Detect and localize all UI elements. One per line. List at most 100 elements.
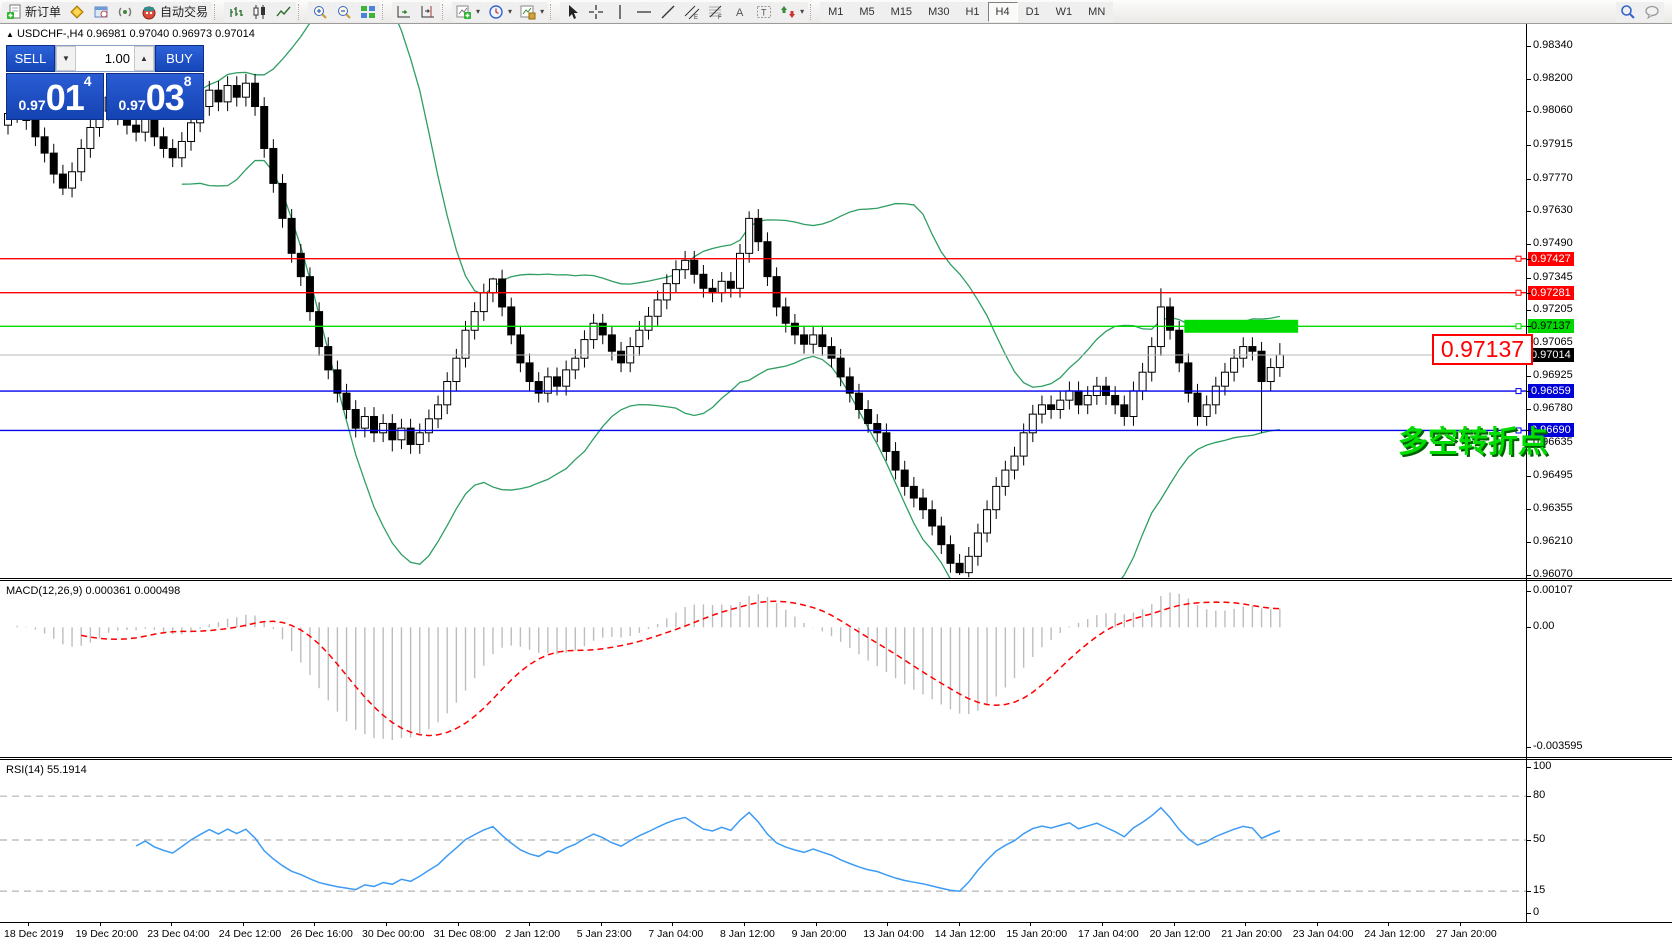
price-axis[interactable]: 0.98340 0.98200 0.98060 0.97915 0.97770 0.976… xyxy=(1527,24,1672,580)
zoom-out-button[interactable] xyxy=(332,1,357,22)
buy-button[interactable]: BUY xyxy=(155,45,204,72)
time-axis-label: 30 Dec 00:00 xyxy=(362,928,425,940)
zoom-in-button[interactable] xyxy=(308,1,333,22)
axis-tick-mark xyxy=(1527,78,1531,80)
axis-tick-label: 0.96635 xyxy=(1533,436,1573,449)
vline-tool-button[interactable] xyxy=(608,1,633,22)
rsi-indicator-label: RSI(14) 55.1914 xyxy=(6,764,87,776)
tab-timeframe-m5[interactable]: M5 xyxy=(851,1,883,22)
svg-text:A: A xyxy=(736,7,744,19)
signals-button[interactable] xyxy=(113,1,138,22)
chart-type-line-button[interactable] xyxy=(272,1,297,22)
axis-tick-label: 0.96495 xyxy=(1533,468,1573,481)
text-tool-button[interactable]: A xyxy=(728,1,753,22)
time-tick-mark xyxy=(744,923,745,926)
time-tick-mark xyxy=(386,923,387,926)
axis-tick-mark xyxy=(1527,591,1531,592)
tile-windows-icon xyxy=(361,5,376,18)
tab-timeframe-w1[interactable]: W1 xyxy=(1047,1,1081,22)
time-axis[interactable]: 18 Dec 2019 19 Dec 20:00 23 Dec 04:00 24 De… xyxy=(0,922,1672,944)
axis-tick-mark xyxy=(1527,111,1531,113)
periods-menu-button[interactable]: ▾ xyxy=(484,1,517,22)
zoom-out-icon xyxy=(338,5,351,19)
main-chart-canvas[interactable] xyxy=(0,24,1526,578)
buy-price-quote[interactable]: 0.97 03 8 xyxy=(106,73,204,120)
indicators-menu-button[interactable]: ▾ xyxy=(452,1,485,22)
volume-increase-button[interactable]: ▲ xyxy=(134,46,154,71)
tab-timeframe-h4[interactable]: H4 xyxy=(987,1,1018,22)
price-level-badge: 0.97427 xyxy=(1528,251,1574,266)
turning-point-annotation[interactable]: 多空转折点 xyxy=(1398,426,1548,459)
axis-tick-mark xyxy=(1527,45,1531,47)
label-tool-button[interactable]: T xyxy=(752,1,777,22)
tab-timeframe-m15[interactable]: M15 xyxy=(882,1,921,22)
sell-button[interactable]: SELL xyxy=(6,45,55,72)
pane-separator[interactable] xyxy=(0,757,1672,760)
navigator-button[interactable] xyxy=(89,1,114,22)
buy-price-small: 0.97 xyxy=(118,97,146,113)
rsi-pane-canvas[interactable] xyxy=(0,760,1526,922)
time-tick-mark xyxy=(1388,923,1390,926)
trendline-tool-button[interactable] xyxy=(656,1,681,22)
axis-tick-label: 0.00 xyxy=(1533,620,1555,633)
axis-tick-mark xyxy=(1527,891,1531,893)
symbol-label: USDCHF-,H4 xyxy=(16,28,84,40)
new-order-button[interactable]: 新订单 xyxy=(2,1,66,22)
toolbar-separator xyxy=(214,3,220,20)
search-icon xyxy=(1621,4,1635,19)
crosshair-tool-button[interactable] xyxy=(584,1,609,22)
cursor-tool-button[interactable] xyxy=(560,1,585,22)
tab-timeframe-d1[interactable]: D1 xyxy=(1017,1,1048,22)
axis-tick-mark xyxy=(1527,430,1531,432)
tab-timeframe-h1[interactable]: H1 xyxy=(957,1,988,22)
tab-timeframe-mn[interactable]: MN xyxy=(1080,1,1114,22)
time-axis-label: 23 Jan 04:00 xyxy=(1292,928,1354,940)
autotrading-button[interactable]: 自动交易 xyxy=(137,1,213,22)
search-button[interactable] xyxy=(1616,1,1640,22)
timeframe-group: M1 M5 M15 M30 H1 H4 D1 W1 MN xyxy=(820,1,1114,22)
toolbar-separator xyxy=(550,3,556,20)
axis-tick-label: 0.97490 xyxy=(1533,237,1573,249)
arrows-menu-button[interactable]: ▾ xyxy=(776,1,809,22)
autotrading-label: 自动交易 xyxy=(160,5,209,19)
periods-clock-icon xyxy=(489,4,503,19)
volume-input[interactable] xyxy=(76,46,134,71)
price-level-text-box[interactable]: 0.97137 xyxy=(1432,334,1533,365)
axis-tick-label: 0.96210 xyxy=(1533,535,1573,548)
buy-price-big: 03 xyxy=(145,77,185,118)
tab-timeframe-m30[interactable]: M30 xyxy=(920,1,958,22)
pane-separator[interactable] xyxy=(0,578,1672,581)
axis-tick-label: 0.98340 xyxy=(1533,38,1573,51)
channel-tool-button[interactable]: E xyxy=(680,1,705,22)
auto-scroll-button[interactable] xyxy=(392,1,417,22)
volume-decrease-button[interactable]: ▼ xyxy=(56,46,76,71)
time-axis-label: 13 Jan 04:00 xyxy=(863,928,924,940)
marketwatch-button[interactable] xyxy=(65,1,90,22)
axis-tick-mark xyxy=(1527,767,1531,768)
tile-windows-button[interactable] xyxy=(356,1,381,22)
sell-price-quote[interactable]: 0.97 01 4 xyxy=(6,73,104,120)
tab-timeframe-m1[interactable]: M1 xyxy=(820,1,852,22)
macd-pane-canvas[interactable] xyxy=(0,581,1526,757)
chart-type-bars-button[interactable] xyxy=(224,1,249,22)
time-axis-label: 9 Jan 20:00 xyxy=(791,928,847,940)
time-tick-mark xyxy=(600,923,602,926)
axis-tick-mark xyxy=(1527,475,1531,477)
fibonacci-tool-button[interactable]: F xyxy=(704,1,729,22)
time-tick-mark xyxy=(887,923,889,926)
chart-shift-button[interactable] xyxy=(416,1,441,22)
chat-button[interactable] xyxy=(1640,1,1664,22)
axis-tick-mark xyxy=(1527,391,1531,393)
templates-menu-button[interactable]: ▾ xyxy=(516,1,549,22)
axis-tick-mark xyxy=(1527,443,1531,445)
time-axis-label: 17 Jan 04:00 xyxy=(1078,928,1139,940)
macd-axis[interactable]: 0.00107 0.00 -0.003595 xyxy=(1527,581,1672,757)
rsi-axis[interactable]: 100 80 50 15 0 xyxy=(1527,760,1672,922)
time-axis-label: 31 Dec 08:00 xyxy=(433,928,497,940)
chart-type-candles-button[interactable] xyxy=(248,1,273,22)
time-axis-label: 18 Dec 2019 xyxy=(4,928,64,940)
collapse-triangle-icon[interactable]: ▲ xyxy=(6,30,14,39)
hline-tool-button[interactable] xyxy=(632,1,657,22)
price-axis-border xyxy=(1526,24,1527,922)
time-axis-label: 19 Dec 20:00 xyxy=(75,928,139,940)
